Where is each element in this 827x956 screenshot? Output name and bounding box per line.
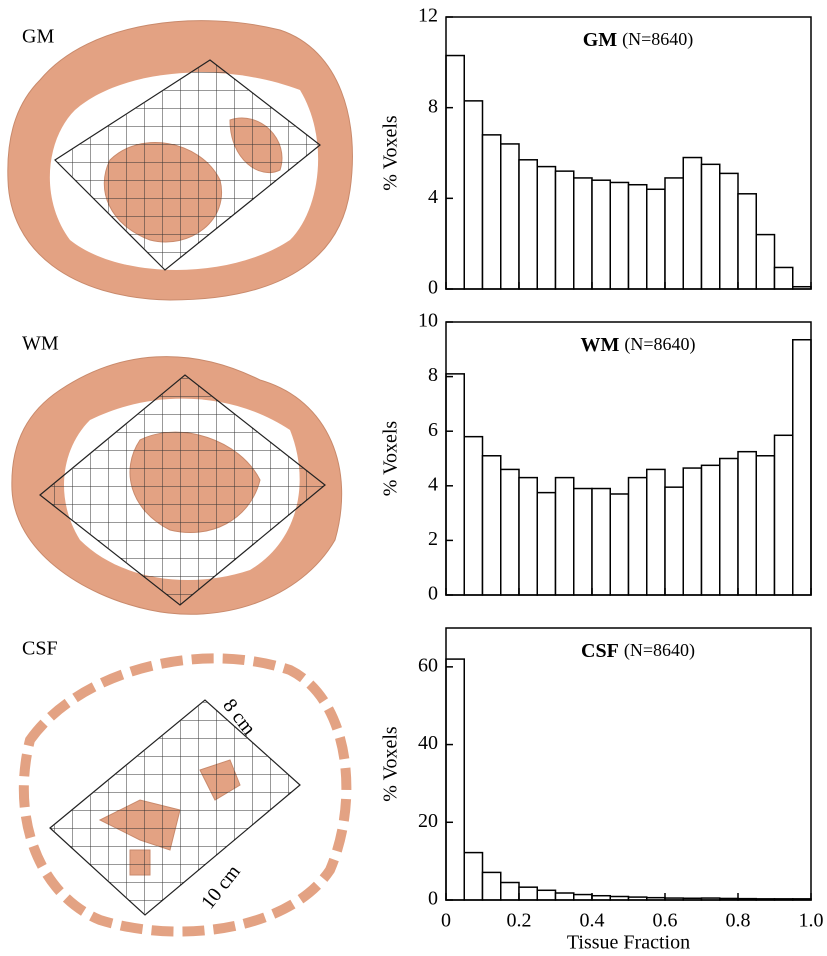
chart-title: WM (N=8640) [580, 334, 695, 356]
bar [481, 871, 502, 901]
bar [536, 165, 557, 290]
y-axis-label: % Voxels [380, 115, 402, 191]
bar [719, 172, 739, 290]
y-tick-label: 2 [428, 528, 438, 550]
bar [500, 143, 520, 290]
title-name: CSF [581, 640, 619, 662]
y-tick-label: 60 [418, 654, 438, 676]
csf-image [18, 653, 352, 937]
bar [554, 170, 575, 290]
y-tick-label: 8 [428, 95, 438, 117]
bar [682, 467, 703, 596]
x-tick-label: 0.2 [507, 910, 532, 932]
x-tick-label: 0.8 [726, 910, 751, 932]
x-tick-label: 0.6 [653, 910, 678, 932]
bar [591, 487, 611, 596]
bar [500, 881, 520, 901]
y-axis-label: % Voxels [380, 726, 402, 802]
bar [591, 179, 611, 290]
bar [664, 486, 684, 596]
bar [500, 468, 520, 596]
bar [481, 455, 502, 596]
bar [682, 156, 703, 290]
bar [646, 468, 666, 596]
bar [445, 54, 465, 290]
bar [700, 464, 721, 596]
bar [518, 886, 538, 901]
bar [773, 266, 794, 290]
bar [700, 163, 721, 290]
y-tick-label: 8 [428, 364, 438, 386]
bar [518, 159, 538, 290]
bar [463, 435, 484, 596]
wm-image [11, 356, 343, 615]
plot-frame [445, 321, 812, 596]
y-tick-label: 20 [418, 810, 438, 832]
bar [536, 491, 557, 596]
title-sample: (N=8640) [622, 29, 693, 50]
bar [445, 658, 465, 901]
plot-frame [445, 16, 812, 290]
bar [573, 893, 593, 901]
chart-title: GM (N=8640) [583, 29, 694, 51]
bar [627, 476, 648, 596]
y-tick-label: 0 [428, 277, 438, 299]
bar [737, 450, 757, 596]
y-tick-label: 4 [428, 186, 438, 208]
bar [573, 487, 593, 596]
bar [737, 193, 757, 290]
bar [463, 100, 484, 290]
y-tick-label: 10 [418, 310, 438, 332]
bar [481, 134, 502, 290]
plot-frame [445, 627, 812, 901]
title-name: WM [580, 334, 619, 356]
bar [609, 181, 630, 290]
y-tick-label: 6 [428, 419, 438, 441]
bar [573, 177, 593, 290]
bar [664, 177, 684, 290]
panel-label: WM [22, 333, 59, 355]
title-sample: (N=8640) [624, 334, 695, 355]
gm-image [7, 20, 353, 301]
bar [646, 188, 666, 290]
bar [755, 455, 776, 596]
bar [518, 476, 538, 596]
bar [445, 373, 465, 596]
bar [554, 476, 575, 596]
x-tick-label: 0.4 [580, 910, 605, 932]
bar [792, 338, 812, 596]
bar [755, 233, 776, 290]
x-axis-label: Tissue Fraction [567, 932, 690, 954]
chart-title: CSF (N=8640) [581, 640, 695, 662]
bar [609, 493, 630, 596]
x-tick-label: 0 [441, 910, 451, 932]
bar [627, 183, 648, 290]
panel-label: CSF [22, 638, 58, 660]
y-tick-label: 4 [428, 473, 438, 495]
bar [463, 851, 484, 901]
panel-label: GM [22, 26, 54, 48]
title-sample: (N=8640) [624, 640, 695, 661]
bar [719, 457, 739, 596]
bar [554, 892, 575, 901]
bar [773, 434, 794, 596]
y-tick-label: 0 [428, 888, 438, 910]
title-name: GM [583, 29, 618, 51]
y-axis-label: % Voxels [380, 421, 402, 497]
x-tick-label: 1.0 [799, 910, 824, 932]
dimension-label: 10 cm [197, 861, 245, 914]
y-tick-label: 12 [418, 5, 438, 27]
bar [536, 889, 557, 901]
y-tick-label: 40 [418, 732, 438, 754]
y-tick-label: 0 [428, 583, 438, 605]
